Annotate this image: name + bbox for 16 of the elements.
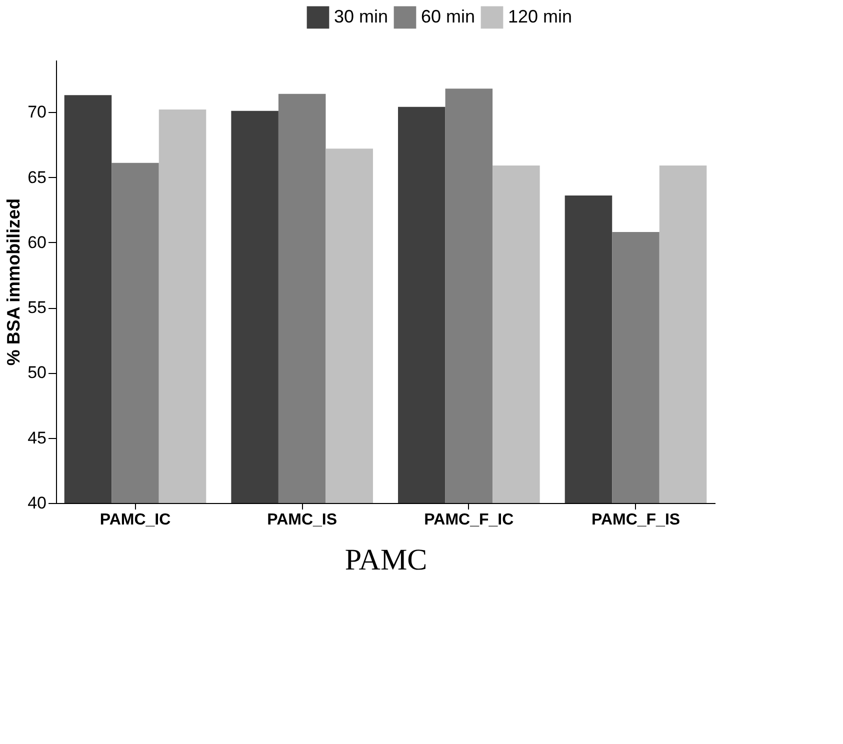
x-tick-label: PAMC_IC: [100, 512, 172, 528]
y-tick-label: 40: [28, 494, 46, 512]
y-tick-label: 65: [28, 168, 46, 187]
y-tick-label: 70: [28, 102, 46, 122]
legend-label: 60 min: [421, 6, 476, 26]
y-tick-label: 45: [28, 428, 46, 448]
x-tick-label: PAMC_IS: [267, 512, 338, 528]
y-tick-label: 60: [28, 232, 46, 252]
legend-label: 30 min: [334, 6, 388, 26]
y-tick-label: 55: [28, 298, 46, 318]
legend-label: 120 min: [508, 6, 572, 26]
x-tick-label: PAMC_F_IS: [591, 512, 680, 528]
y-tick-label: 50: [28, 363, 46, 382]
x-axis-title: PAMC: [344, 544, 428, 576]
y-axis-title: % BSA immobilized: [4, 198, 24, 366]
x-tick-label: PAMC_F_IC: [424, 512, 514, 528]
